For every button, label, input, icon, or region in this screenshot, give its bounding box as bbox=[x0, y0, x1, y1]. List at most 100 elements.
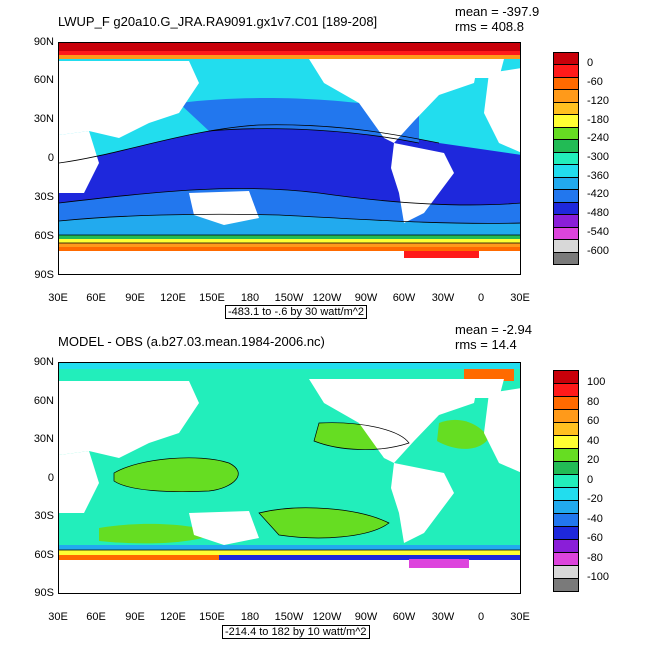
bottom-europe-africa-east bbox=[484, 388, 520, 473]
bottom-lon-label-120w: 120W bbox=[312, 611, 342, 623]
bottom-lat-label-30n: 30N bbox=[33, 433, 54, 445]
top-colorbar-box bbox=[553, 101, 579, 116]
top-colorbar-box bbox=[553, 126, 579, 141]
top-contour-range-label: -483.1 to -.6 by 30 watt/m^2 bbox=[225, 305, 368, 319]
bottom-rms-stat: rms = 14.4 bbox=[455, 337, 517, 352]
bottom-colorbar-box bbox=[553, 383, 579, 397]
bottom-lon-label-30e: 30E bbox=[48, 611, 68, 623]
top-map-plot[interactable] bbox=[58, 42, 521, 275]
top-lat-label-30s: 30S bbox=[34, 191, 54, 203]
top-contour-3 bbox=[59, 213, 520, 224]
top-lon-label-30e: 30E bbox=[48, 292, 68, 304]
bottom-australia bbox=[189, 511, 259, 545]
top-lon-label-60e: 60E bbox=[86, 292, 106, 304]
bottom-colorbar-box bbox=[553, 526, 579, 540]
bottom-lon-label-150w: 150W bbox=[274, 611, 304, 623]
top-colorbar-box bbox=[553, 201, 579, 216]
top-lon-label-0: 0 bbox=[477, 292, 485, 304]
top-colorbar-label: -240 bbox=[587, 132, 610, 145]
bottom-eurasia bbox=[59, 381, 199, 458]
top-lat-label-30n: 30N bbox=[33, 113, 54, 125]
bottom-lon-label-150e: 150E bbox=[199, 611, 225, 623]
bottom-zone-4 bbox=[437, 419, 489, 449]
top-south-america bbox=[391, 143, 454, 223]
top-colorbar-box bbox=[553, 52, 579, 66]
top-contours bbox=[59, 124, 520, 244]
top-panel-title: LWUP_F g20a10.G_JRA.RA9091.gx1v7.C01 [18… bbox=[58, 14, 378, 29]
bottom-zone-2 bbox=[259, 507, 389, 538]
top-colorbar-label: -300 bbox=[587, 151, 610, 163]
bottom-colorbar-box bbox=[553, 409, 579, 423]
top-weddell-patch bbox=[404, 251, 479, 258]
top-australia bbox=[189, 191, 259, 225]
top-colorbar-box bbox=[553, 239, 579, 253]
bottom-lon-label-0: 0 bbox=[477, 611, 485, 623]
top-arctic-red-2 bbox=[59, 51, 520, 55]
top-lon-label-120e: 120E bbox=[160, 292, 186, 304]
top-colorbar-box bbox=[553, 251, 579, 265]
top-colorbar-box bbox=[553, 226, 579, 241]
bottom-lon-label-60w: 60W bbox=[392, 611, 416, 623]
top-lon-label-150w: 150W bbox=[274, 292, 304, 304]
bottom-continents bbox=[59, 379, 520, 545]
top-contour-1 bbox=[59, 124, 440, 164]
bottom-contour-3 bbox=[313, 422, 410, 450]
bottom-so-band-2 bbox=[59, 550, 520, 555]
bottom-colorbar: 100 80 60 40 20 0 -20 -40 -60 -80 -100 bbox=[553, 370, 609, 592]
top-so-stripe-4 bbox=[59, 247, 520, 251]
bottom-colorbar-label: -100 bbox=[587, 571, 610, 583]
top-contour-6 bbox=[208, 128, 420, 144]
top-contour-2 bbox=[59, 188, 520, 206]
bottom-colorbar-label: 80 bbox=[587, 395, 600, 408]
bottom-lon-label-30w: 30W bbox=[431, 611, 455, 623]
bottom-arctic-band bbox=[59, 363, 520, 369]
top-colorbar-label: 0 bbox=[587, 57, 594, 70]
bottom-contours bbox=[59, 422, 520, 551]
top-colorbar-box bbox=[553, 64, 579, 78]
bottom-colorbar-box bbox=[553, 487, 579, 501]
top-colorbar-box bbox=[553, 214, 579, 228]
bottom-lat-label-0: 0 bbox=[47, 472, 54, 484]
bottom-panel-title: MODEL - OBS (a.b27.03.mean.1984-2006.nc) bbox=[58, 334, 325, 349]
bottom-lon-label-120e: 120E bbox=[160, 611, 186, 623]
bottom-colorbar-box bbox=[553, 500, 579, 514]
bottom-weddell-patch bbox=[409, 559, 469, 568]
bottom-colorbar-label: 0 bbox=[587, 473, 594, 486]
top-rms-stat: rms = 408.8 bbox=[455, 19, 525, 34]
bottom-lat-label-90n: 90N bbox=[33, 356, 54, 368]
bottom-lat-label-60n: 60N bbox=[33, 395, 54, 407]
top-lon-label-90e: 90E bbox=[125, 292, 145, 304]
top-eurasia bbox=[59, 61, 199, 138]
top-colorbar-box bbox=[553, 114, 579, 128]
bottom-lon-label-180: 180 bbox=[240, 611, 260, 623]
bottom-map-svg bbox=[59, 363, 520, 593]
bottom-colorbar-label: -20 bbox=[587, 493, 603, 505]
top-colorbar-box bbox=[553, 189, 579, 203]
bottom-colorbar-box bbox=[553, 422, 579, 436]
bottom-colorbar-box bbox=[553, 565, 579, 579]
top-subtropical-north bbox=[179, 98, 419, 143]
top-colorbar-label: -120 bbox=[587, 94, 610, 107]
top-colorbar-label: -540 bbox=[587, 225, 610, 238]
bottom-south-america bbox=[391, 463, 454, 543]
top-lon-label-60w: 60W bbox=[392, 292, 416, 304]
top-arctic-red bbox=[59, 43, 520, 51]
bottom-north-america bbox=[309, 379, 479, 463]
bottom-zone-1 bbox=[114, 457, 239, 492]
bottom-so-band-4 bbox=[219, 555, 520, 560]
top-colorbar-box bbox=[553, 164, 579, 178]
top-so-stripe-1 bbox=[59, 235, 520, 239]
bottom-colorbar-box bbox=[553, 370, 579, 384]
top-lat-label-0: 0 bbox=[47, 152, 54, 164]
top-mean-stat: mean = -397.9 bbox=[455, 4, 540, 19]
top-colorbar-box bbox=[553, 89, 579, 103]
bottom-map-plot[interactable] bbox=[58, 362, 521, 594]
bottom-lat-label-30s: 30S bbox=[34, 510, 54, 522]
top-colorbar-box bbox=[553, 176, 579, 191]
bottom-colorbar-box bbox=[553, 461, 579, 475]
bottom-contour-range-label: -214.4 to 182 by 10 watt/m^2 bbox=[222, 625, 370, 639]
top-colorbar-box bbox=[553, 76, 579, 91]
bottom-lon-label-90w: 90W bbox=[354, 611, 378, 623]
top-colorbar-label: -600 bbox=[587, 244, 610, 257]
bottom-colorbar-label: 60 bbox=[587, 415, 600, 427]
